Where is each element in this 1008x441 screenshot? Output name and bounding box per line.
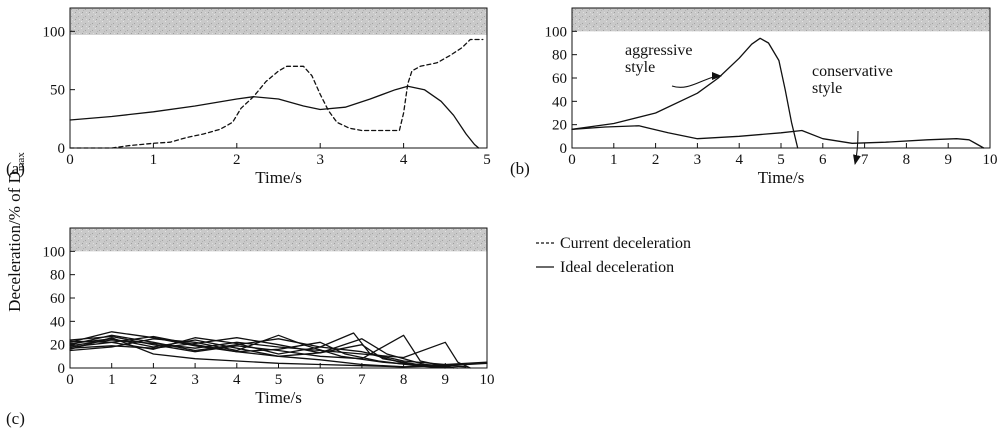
annotation-arrow — [671, 72, 722, 88]
x-tick-label: 0 — [66, 152, 74, 168]
series-line-1 — [69, 85, 480, 149]
y-tick-label: 80 — [50, 268, 65, 284]
y-tick-label: 0 — [560, 141, 568, 157]
x-tick-label: 0 — [66, 372, 74, 388]
y-tick-label: 100 — [43, 244, 66, 260]
x-tick-label: 2 — [652, 152, 660, 168]
x-tick-label: 3 — [316, 152, 324, 168]
legend-label-ideal: Ideal deceleration — [560, 259, 674, 276]
series-line-6 — [69, 339, 471, 369]
series-line-2 — [571, 125, 985, 149]
x-tick-label: 8 — [903, 152, 911, 168]
x-tick-label: 1 — [610, 152, 618, 168]
series-line-10 — [69, 338, 467, 367]
legend-label-current: Current deceleration — [560, 235, 691, 252]
y-tick-label: 60 — [552, 71, 567, 87]
y-tick-label: 100 — [545, 24, 568, 40]
y-tick-label: 80 — [552, 48, 567, 64]
series-line-9 — [69, 335, 446, 369]
y-tick-label: 0 — [58, 141, 66, 157]
y-tick-label: 100 — [43, 24, 66, 40]
x-tick-label: 8 — [400, 372, 408, 388]
x-tick-label: 4 — [735, 152, 743, 168]
x-tick-label: 7 — [861, 152, 869, 168]
x-tick-label: 5 — [275, 372, 283, 388]
annotation-text: conservative — [812, 63, 893, 80]
y-tick-label: 20 — [552, 118, 567, 134]
y-tick-label: 40 — [552, 94, 567, 110]
x-tick-label: 4 — [233, 372, 241, 388]
legend: Current deceleration Ideal deceleration — [536, 235, 691, 276]
x-tick-label: 5 — [777, 152, 785, 168]
shaded-band — [572, 8, 990, 32]
annotation-text: style — [812, 80, 842, 97]
x-tick-label: 5 — [483, 152, 491, 168]
panel-label: (a) — [6, 159, 25, 178]
annotation-arrow — [853, 130, 861, 165]
x-tick-label: 6 — [316, 372, 324, 388]
panel-label: (b) — [510, 159, 530, 178]
y-axis-label-text: Deceleration/% of D — [5, 171, 24, 312]
series-line-1 — [571, 37, 799, 149]
annotation-text: aggressive — [625, 42, 693, 59]
x-tick-label: 1 — [150, 152, 158, 168]
svg-text:Deceleration/% of Dmax: Deceleration/% of Dmax — [5, 152, 27, 312]
x-tick-label: 4 — [400, 152, 408, 168]
y-tick-label: 40 — [50, 314, 65, 330]
plot-frame — [69, 7, 488, 149]
x-tick-label: 10 — [983, 152, 998, 168]
x-tick-label: 2 — [150, 372, 158, 388]
x-tick-label: 3 — [694, 152, 702, 168]
y-tick-label: 20 — [50, 338, 65, 354]
x-tick-label: 0 — [568, 152, 576, 168]
x-tick-label: 1 — [108, 372, 116, 388]
y-tick-label: 60 — [50, 291, 65, 307]
x-tick-label: 9 — [944, 152, 952, 168]
panel-label: (c) — [6, 409, 25, 428]
annotation-text: style — [625, 59, 655, 76]
panel-b: 0 1 2 3 4 5 6 7 8 9 10020406080100Time/s(b)aggress… — [510, 7, 998, 187]
x-axis-label: Time/s — [255, 388, 302, 407]
series-line-7 — [69, 337, 488, 366]
x-tick-label: 7 — [358, 372, 366, 388]
y-axis-label: Deceleration/% of Dmax — [5, 152, 27, 312]
y-axis-label-subscript: max — [15, 152, 27, 171]
x-tick-label: 6 — [819, 152, 827, 168]
x-tick-label: 9 — [442, 372, 450, 388]
shaded-band — [70, 228, 487, 252]
x-tick-label: 3 — [191, 372, 199, 388]
y-tick-label: 0 — [58, 361, 66, 377]
series-line-2 — [69, 38, 484, 149]
shaded-band — [70, 8, 487, 35]
x-axis-label: Time/s — [758, 168, 805, 187]
x-tick-label: 2 — [233, 152, 241, 168]
x-axis-label: Time/s — [255, 168, 302, 187]
x-tick-label: 10 — [480, 372, 495, 388]
y-tick-label: 50 — [50, 83, 65, 99]
